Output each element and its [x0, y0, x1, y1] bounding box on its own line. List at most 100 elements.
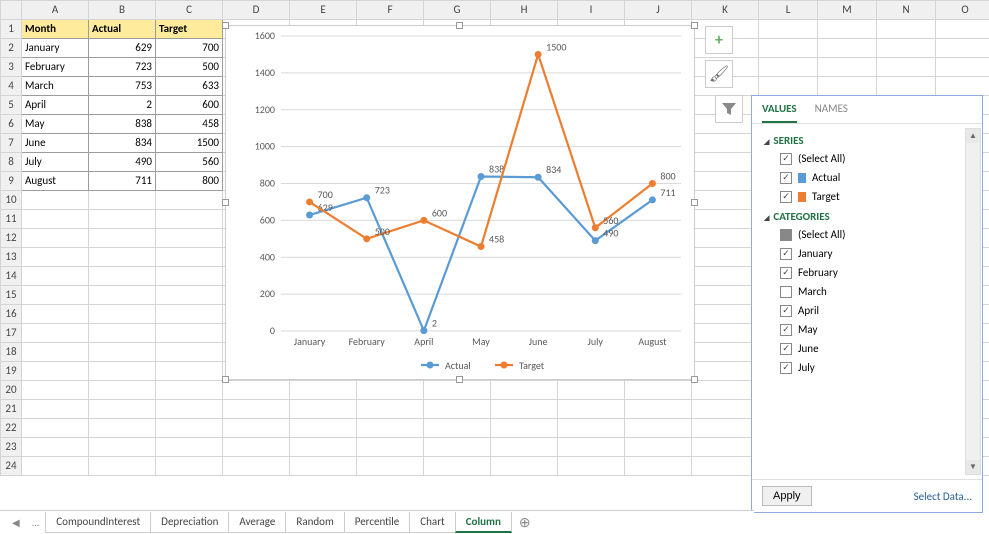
column-header[interactable]: D — [223, 0, 290, 20]
cell[interactable] — [290, 457, 357, 476]
resize-handle[interactable] — [222, 199, 229, 206]
row-header[interactable]: 20 — [0, 381, 22, 400]
checkbox[interactable] — [780, 153, 792, 165]
series-section-title[interactable]: SERIES — [762, 130, 982, 149]
cell[interactable] — [692, 134, 759, 153]
cell[interactable] — [692, 191, 759, 210]
apply-button[interactable]: Apply — [762, 486, 812, 506]
row-header[interactable]: 10 — [0, 191, 22, 210]
cell[interactable] — [491, 400, 558, 419]
chart-filter-button[interactable] — [715, 95, 743, 123]
cell[interactable] — [625, 381, 692, 400]
cell[interactable] — [156, 248, 223, 267]
cell[interactable] — [818, 20, 877, 39]
checkbox[interactable] — [780, 229, 792, 241]
resize-handle[interactable] — [456, 376, 463, 383]
cell[interactable] — [89, 419, 156, 438]
row-header[interactable]: 4 — [0, 77, 22, 96]
cell[interactable] — [156, 267, 223, 286]
category-filter-item[interactable]: February — [762, 263, 982, 282]
resize-handle[interactable] — [691, 376, 698, 383]
row-header[interactable]: 15 — [0, 286, 22, 305]
cell[interactable] — [156, 419, 223, 438]
cell[interactable] — [223, 457, 290, 476]
cell[interactable]: 723 — [89, 58, 156, 77]
category-filter-item[interactable]: January — [762, 244, 982, 263]
cell[interactable]: 700 — [156, 39, 223, 58]
cell[interactable] — [692, 419, 759, 438]
cell[interactable]: 500 — [156, 58, 223, 77]
cell[interactable] — [223, 381, 290, 400]
cell[interactable] — [692, 381, 759, 400]
cell[interactable] — [357, 400, 424, 419]
select-all-corner[interactable] — [0, 0, 22, 20]
cell[interactable] — [936, 39, 989, 58]
cell[interactable] — [22, 305, 89, 324]
cell[interactable] — [156, 286, 223, 305]
cell[interactable]: March — [22, 77, 89, 96]
category-filter-item[interactable]: June — [762, 339, 982, 358]
series-filter-item[interactable]: Target — [762, 187, 982, 206]
cell[interactable] — [818, 58, 877, 77]
cell[interactable]: 1500 — [156, 134, 223, 153]
cell[interactable] — [22, 400, 89, 419]
cell[interactable] — [357, 419, 424, 438]
scrollbar[interactable]: ▲ ▼ — [965, 128, 981, 475]
cell[interactable] — [558, 381, 625, 400]
cell[interactable] — [22, 457, 89, 476]
cell[interactable] — [156, 438, 223, 457]
checkbox[interactable] — [780, 324, 792, 336]
row-header[interactable]: 19 — [0, 362, 22, 381]
row-header[interactable]: 3 — [0, 58, 22, 77]
series-filter-item[interactable]: (Select All) — [762, 149, 982, 168]
cell[interactable]: 600 — [156, 96, 223, 115]
column-header[interactable]: J — [625, 0, 692, 20]
cell[interactable] — [357, 438, 424, 457]
cell[interactable] — [424, 419, 491, 438]
cell[interactable] — [223, 419, 290, 438]
cell[interactable]: 560 — [156, 153, 223, 172]
cell[interactable] — [156, 457, 223, 476]
scroll-down-icon[interactable]: ▼ — [966, 460, 980, 474]
checkbox[interactable] — [780, 267, 792, 279]
chart-elements-button[interactable]: + — [705, 26, 733, 54]
cell[interactable] — [818, 77, 877, 96]
cell[interactable] — [491, 381, 558, 400]
cell[interactable] — [156, 362, 223, 381]
row-header[interactable]: 16 — [0, 305, 22, 324]
cell[interactable]: January — [22, 39, 89, 58]
category-filter-item[interactable]: May — [762, 320, 982, 339]
cell[interactable] — [491, 419, 558, 438]
cell[interactable] — [156, 343, 223, 362]
cell[interactable] — [22, 229, 89, 248]
cell[interactable]: April — [22, 96, 89, 115]
cell[interactable] — [89, 248, 156, 267]
cell[interactable] — [89, 286, 156, 305]
cell[interactable] — [89, 362, 156, 381]
cell[interactable] — [877, 77, 936, 96]
chart-styles-button[interactable]: 🖌 — [705, 60, 733, 88]
cell[interactable] — [692, 362, 759, 381]
cell[interactable] — [558, 400, 625, 419]
cell[interactable]: 834 — [89, 134, 156, 153]
cell[interactable] — [156, 191, 223, 210]
cell[interactable] — [692, 248, 759, 267]
cell[interactable] — [89, 267, 156, 286]
cell[interactable] — [89, 305, 156, 324]
cell[interactable]: 458 — [156, 115, 223, 134]
column-header[interactable]: F — [357, 0, 424, 20]
column-header[interactable]: N — [877, 0, 936, 20]
cell[interactable] — [22, 324, 89, 343]
cell[interactable] — [89, 210, 156, 229]
cell[interactable]: 800 — [156, 172, 223, 191]
cell[interactable] — [357, 381, 424, 400]
cell[interactable] — [89, 324, 156, 343]
category-filter-item[interactable]: (Select All) — [762, 225, 982, 244]
row-header[interactable]: 13 — [0, 248, 22, 267]
cell[interactable] — [692, 400, 759, 419]
row-header[interactable]: 9 — [0, 172, 22, 191]
column-header[interactable]: I — [558, 0, 625, 20]
cell[interactable] — [558, 438, 625, 457]
column-header[interactable]: A — [22, 0, 89, 20]
cell[interactable] — [89, 191, 156, 210]
